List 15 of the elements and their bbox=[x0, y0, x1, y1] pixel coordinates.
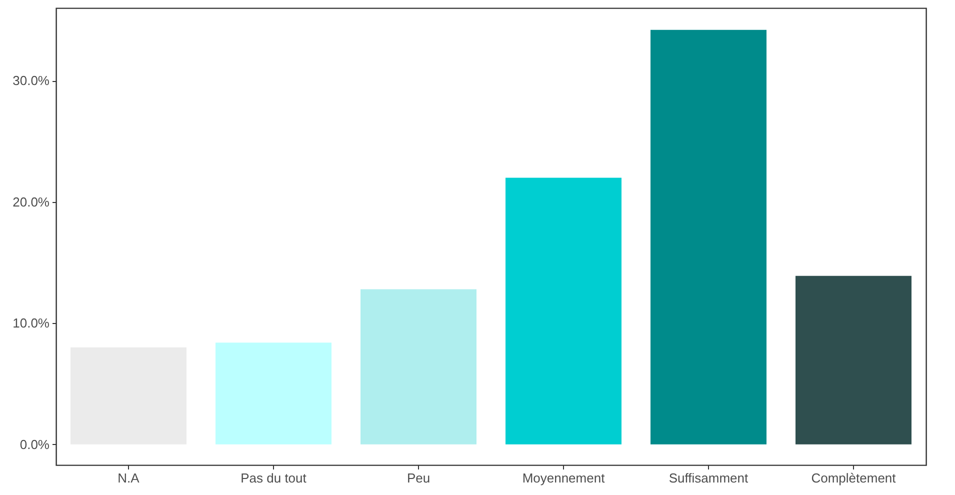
bar bbox=[216, 342, 332, 444]
x-tick-label: Suffisamment bbox=[668, 470, 748, 486]
y-tick-label: 10.0% bbox=[12, 316, 50, 331]
x-tick-label: Peu bbox=[406, 470, 430, 486]
bar bbox=[360, 289, 476, 444]
x-tick-label: Moyennement bbox=[522, 470, 606, 486]
bar bbox=[796, 276, 912, 444]
y-tick-label: 0.0% bbox=[20, 436, 50, 452]
x-tick-label: Pas du tout bbox=[240, 470, 307, 486]
y-tick-label: 20.0% bbox=[12, 194, 50, 210]
x-tick-label: N.A bbox=[118, 470, 140, 486]
y-tick-label: 30.0% bbox=[12, 73, 50, 88]
x-tick-label: Complètement bbox=[811, 470, 896, 486]
bar bbox=[650, 30, 766, 444]
bar bbox=[506, 178, 622, 444]
